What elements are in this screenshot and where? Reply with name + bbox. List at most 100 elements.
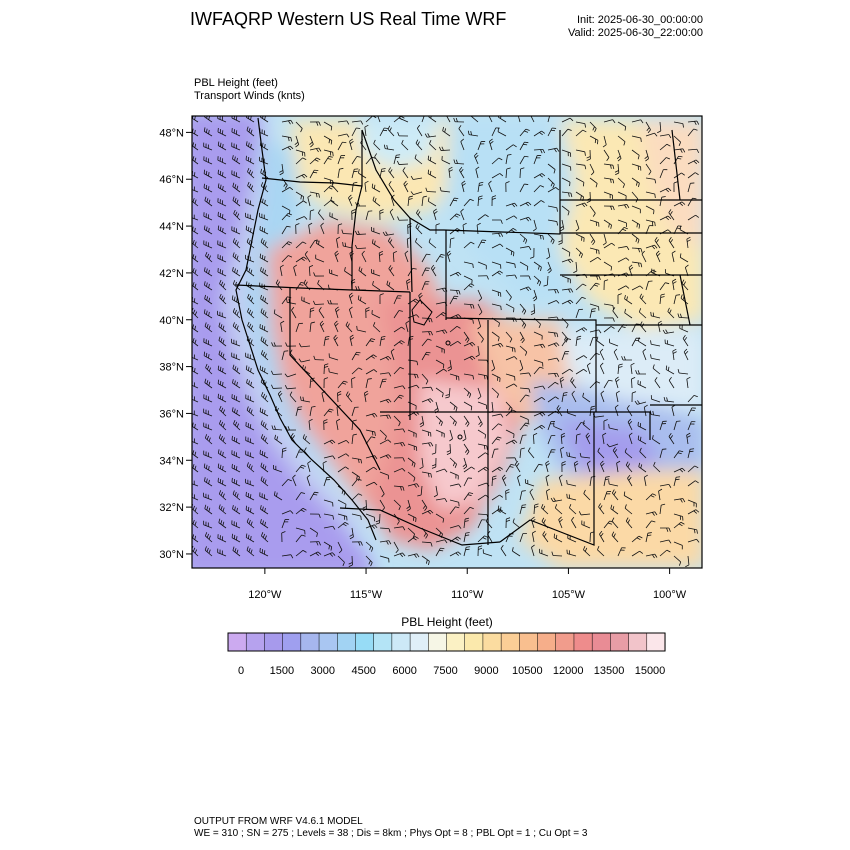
wind-barb <box>575 296 586 305</box>
wind-barb <box>281 531 286 543</box>
wind-barb <box>566 549 577 557</box>
wind-barb <box>323 525 336 530</box>
wind-barb <box>617 363 623 375</box>
wind-barb <box>608 424 619 431</box>
wind-barb <box>617 191 627 200</box>
wind-barb <box>373 139 381 151</box>
wind-barb <box>323 156 333 165</box>
wind-barb <box>586 149 591 161</box>
wind-barb <box>491 359 496 372</box>
wind-barb <box>192 409 199 417</box>
wind-barb <box>463 477 473 487</box>
wind-barb <box>477 181 484 193</box>
wind-barb <box>337 167 344 179</box>
wind-barb <box>659 527 671 532</box>
wind-barb <box>589 381 601 389</box>
wind-barb <box>477 415 483 428</box>
wind-barb <box>232 322 241 333</box>
wind-barb <box>295 121 303 133</box>
wind-barb <box>379 471 389 480</box>
wind-barb <box>687 499 697 508</box>
wind-barb <box>407 401 417 410</box>
wind-barb <box>554 504 563 515</box>
wind-barb <box>231 394 241 403</box>
wind-barb <box>668 376 675 389</box>
wind-barb <box>602 233 607 246</box>
wind-barb <box>203 351 213 361</box>
wind-barb <box>501 474 507 487</box>
wind-barb <box>586 460 591 473</box>
wind-barb <box>219 405 227 417</box>
wind-barb <box>463 373 475 380</box>
wind-barb <box>541 503 549 515</box>
wind-barb <box>379 378 387 389</box>
wind-barb <box>203 309 213 319</box>
wind-barb <box>217 141 227 151</box>
wind-barb <box>624 504 633 515</box>
wind-barb <box>425 187 437 193</box>
wind-barb <box>463 355 476 361</box>
wind-barb <box>217 534 227 543</box>
wind-barb <box>491 436 502 445</box>
wind-barb <box>659 187 672 193</box>
wind-barb <box>449 289 461 295</box>
wind-barb <box>298 358 311 363</box>
wind-barb <box>566 493 577 501</box>
wind-barb <box>271 384 283 389</box>
wind-barb <box>616 149 622 162</box>
wind-barb <box>351 433 358 445</box>
wind-barb <box>217 548 227 557</box>
wind-barb <box>435 345 445 354</box>
wind-barb <box>547 381 559 389</box>
wind-barb <box>575 327 588 333</box>
wind-barb <box>393 415 401 427</box>
wind-barb <box>247 321 255 333</box>
wind-barb <box>245 450 255 459</box>
wind-barb <box>645 520 656 529</box>
wind-barb <box>421 471 432 478</box>
wind-barb <box>583 489 591 501</box>
wind-barb <box>519 246 532 251</box>
field-label-pbl: PBL Height (feet) <box>194 77 278 89</box>
wind-barb <box>637 421 647 431</box>
wind-barb <box>659 282 670 291</box>
wind-barb <box>231 226 241 235</box>
wind-barb <box>309 147 322 153</box>
colorbar-swatch <box>409 632 429 652</box>
wind-barb <box>260 519 269 529</box>
wind-barb <box>561 351 570 361</box>
wind-barb <box>393 310 403 319</box>
wind-barb <box>569 504 577 515</box>
wind-barb <box>631 135 642 143</box>
wind-barb <box>687 394 698 403</box>
wind-barb <box>245 491 255 501</box>
wind-barb <box>658 488 663 501</box>
wind-barb <box>323 439 336 445</box>
wind-barb <box>351 513 362 521</box>
wind-barb <box>505 303 515 313</box>
wind-barb <box>284 373 297 378</box>
colorbar-title: PBL Height (feet) <box>401 615 493 629</box>
wind-barb <box>351 168 359 179</box>
wind-barb <box>575 368 588 375</box>
wind-barb <box>407 483 420 488</box>
wind-barb <box>514 460 521 473</box>
wind-barb <box>231 338 241 347</box>
wind-barb <box>421 351 431 361</box>
wind-barb <box>403 180 409 193</box>
wind-barb <box>421 253 431 263</box>
wind-barb <box>192 213 199 221</box>
lat-label: 46°N <box>159 174 184 186</box>
wind-barb <box>218 322 227 333</box>
wind-barb <box>573 460 579 473</box>
wind-barb <box>231 352 241 361</box>
wind-barb <box>547 219 559 226</box>
wind-barb <box>547 372 560 378</box>
footer-model: OUTPUT FROM WRF V4.6.1 MODEL <box>194 816 363 827</box>
wind-barb <box>393 385 406 390</box>
wind-barb <box>687 128 698 137</box>
wind-barb <box>401 139 409 151</box>
wind-barb <box>631 163 642 171</box>
wind-barb <box>616 460 621 473</box>
wind-barb <box>491 373 501 382</box>
